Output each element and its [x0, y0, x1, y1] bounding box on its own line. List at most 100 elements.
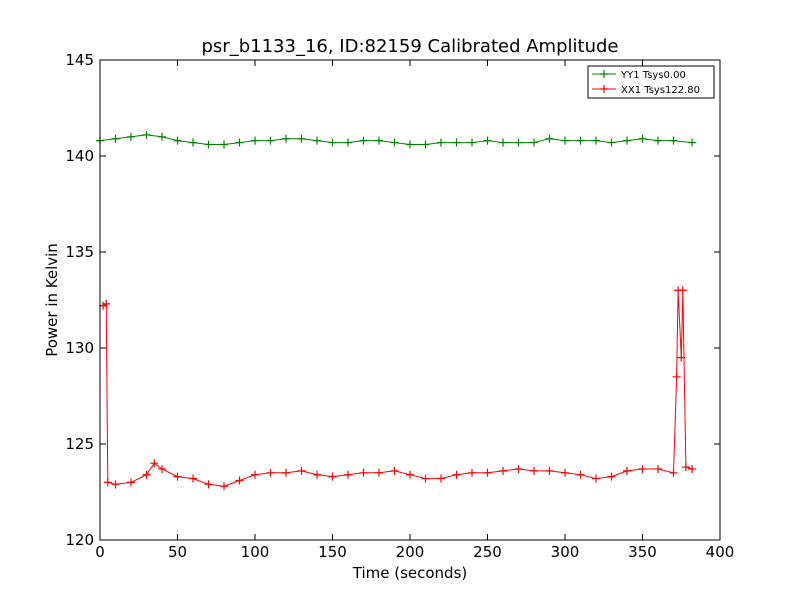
legend-marker: [600, 85, 608, 93]
data-point: [437, 474, 445, 483]
data-point: [102, 299, 111, 308]
x-tick-label: 50: [168, 543, 187, 561]
data-point: [623, 466, 631, 475]
data-point: [672, 372, 681, 381]
data-point: [173, 472, 182, 481]
data-point: [344, 470, 352, 479]
data-point: [266, 136, 275, 145]
data-point: [189, 474, 197, 483]
plot-area: [96, 130, 697, 491]
data-point: [313, 470, 321, 479]
data-point: [235, 138, 244, 147]
data-point: [150, 459, 159, 468]
data-point: [142, 470, 151, 479]
data-point: [607, 138, 616, 147]
data-point: [576, 470, 585, 479]
data-point: [561, 136, 569, 145]
data-point: [204, 140, 213, 149]
data-point: [452, 470, 461, 479]
legend-box: [587, 65, 715, 99]
data-point: [103, 478, 112, 487]
data-point: [111, 480, 120, 489]
data-point: [297, 466, 306, 475]
data-point: [406, 470, 414, 479]
legend-item-xx1: XX1 Tsys122.80: [592, 85, 700, 96]
data-point: [251, 136, 259, 145]
data-point: [390, 466, 399, 475]
y-tick-label: 145: [65, 51, 94, 69]
data-point: [313, 136, 321, 145]
series-xx1: [99, 286, 697, 491]
data-point: [421, 140, 430, 149]
data-point: [681, 463, 690, 472]
data-point: [514, 138, 523, 147]
data-point: [127, 478, 135, 487]
x-tick-label: 150: [318, 543, 347, 561]
series-line: [102, 290, 693, 487]
x-tick-label: 100: [241, 543, 270, 561]
y-tick-label: 125: [65, 435, 94, 453]
y-tick-label: 135: [65, 243, 94, 261]
data-point: [545, 134, 554, 143]
data-point: [499, 466, 507, 475]
data-point: [514, 464, 523, 473]
data-point: [266, 468, 275, 477]
y-tick-label: 140: [65, 147, 94, 165]
data-point: [638, 464, 647, 473]
y-tick-label: 130: [65, 339, 94, 357]
data-point: [158, 464, 166, 473]
data-point: [375, 136, 383, 145]
data-point: [654, 136, 662, 145]
data-point: [437, 138, 445, 147]
x-tick-label: 200: [396, 543, 425, 561]
data-point: [328, 472, 337, 481]
data-point: [452, 138, 461, 147]
y-axis: 120 125 130 135 140 145: [65, 51, 720, 549]
data-point: [669, 136, 678, 145]
data-point: [623, 136, 631, 145]
data-point: [220, 482, 228, 491]
data-point: [499, 138, 507, 147]
legend-label-yy1: YY1 Tsys0.00: [620, 70, 686, 81]
x-axis: 0 50 100 150 200 250 300 350 400: [95, 60, 734, 561]
data-point: [576, 136, 585, 145]
data-point: [654, 464, 662, 473]
data-point: [468, 468, 476, 477]
data-point: [483, 136, 492, 145]
data-point: [678, 286, 687, 295]
x-tick-label: 350: [628, 543, 657, 561]
data-point: [530, 466, 538, 475]
data-point: [638, 134, 647, 143]
data-point: [468, 138, 476, 147]
legend-label-xx1: XX1 Tsys122.80: [621, 85, 700, 96]
chart-title: psr_b1133_16, ID:82159 Calibrated Amplit…: [202, 36, 619, 57]
data-point: [375, 468, 383, 477]
data-point: [158, 132, 166, 141]
data-point: [251, 470, 259, 479]
x-tick-label: 300: [551, 543, 580, 561]
data-point: [406, 140, 414, 149]
data-point: [592, 136, 600, 145]
data-point: [545, 466, 554, 475]
data-point: [282, 468, 290, 477]
data-point: [282, 134, 290, 143]
data-point: [390, 138, 399, 147]
data-point: [220, 140, 228, 149]
data-point: [204, 480, 213, 489]
data-point: [344, 138, 352, 147]
data-point: [111, 134, 120, 143]
data-point: [688, 138, 697, 147]
y-axis-label: Power in Kelvin: [43, 243, 61, 357]
data-point: [592, 474, 600, 483]
data-point: [142, 130, 151, 139]
data-point: [561, 468, 569, 477]
data-point: [677, 353, 686, 362]
series-yy1: [96, 130, 697, 149]
data-point: [173, 136, 182, 145]
data-point: [530, 138, 538, 147]
data-point: [607, 472, 616, 481]
data-point: [483, 468, 492, 477]
legend-marker: [600, 70, 608, 78]
data-point: [688, 464, 697, 473]
